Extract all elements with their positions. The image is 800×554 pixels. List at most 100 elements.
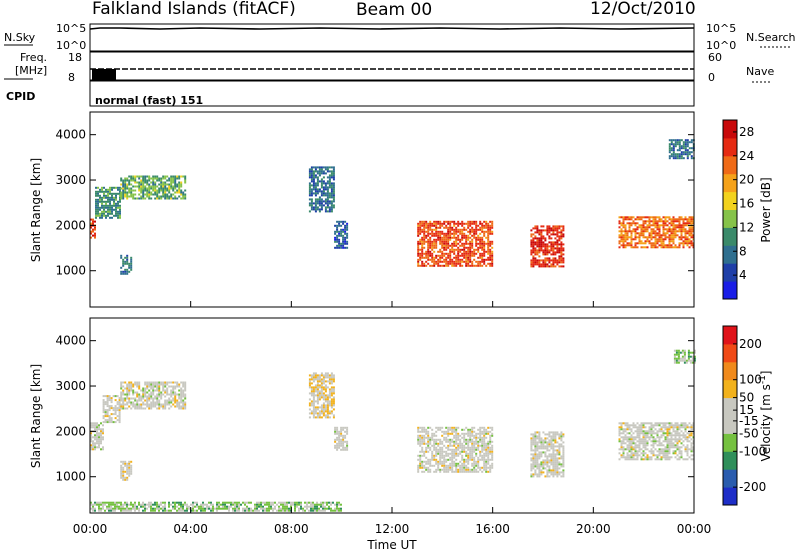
heatmap-cell (634, 224, 637, 227)
heatmap-cell (449, 236, 452, 239)
heatmap-cell (620, 236, 623, 239)
heatmap-cell (467, 442, 470, 445)
heatmap-cell (451, 428, 454, 431)
heatmap-cell (552, 261, 555, 264)
heatmap-cell (688, 242, 691, 245)
heatmap-cell (312, 178, 315, 181)
heatmap-cell (688, 434, 691, 437)
heatmap-cell (680, 456, 683, 459)
heatmap-cell (491, 426, 494, 429)
heatmap-cell (536, 465, 539, 468)
heatmap-cell (130, 407, 133, 410)
heatmap-cell (108, 419, 111, 422)
heatmap-cell (676, 149, 679, 152)
heatmap-cell (429, 244, 432, 247)
heatmap-cell (640, 234, 643, 237)
heatmap-cell (463, 466, 466, 469)
heatmap-cell (544, 445, 547, 448)
heatmap-cell (656, 246, 659, 249)
heatmap-cell (447, 240, 450, 243)
heatmap-cell (322, 182, 325, 185)
heatmap-cell (342, 428, 345, 431)
heatmap-cell (425, 256, 428, 259)
heatmap-cell (316, 208, 319, 211)
heatmap-cell (481, 224, 484, 227)
heatmap-cell (118, 409, 121, 412)
heatmap-cell (678, 246, 681, 249)
heatmap-cell (316, 394, 319, 397)
beam-title: Beam 00 (356, 0, 432, 20)
heatmap-cell (534, 437, 537, 440)
heatmap-cell (560, 465, 563, 468)
heatmap-cell (690, 434, 693, 437)
heatmap-cell (204, 507, 206, 510)
heatmap-cell (421, 460, 424, 463)
heatmap-cell (421, 466, 424, 469)
heatmap-cell (491, 434, 494, 437)
heatmap-cell (95, 186, 97, 189)
heatmap-cell (672, 145, 675, 148)
heatmap-cell (676, 424, 679, 427)
heatmap-cell (90, 230, 92, 233)
heatmap-cell (540, 463, 543, 466)
heatmap-cell (222, 505, 224, 508)
heatmap-cell (246, 501, 248, 504)
heatmap-cell (630, 224, 633, 227)
heatmap-cell (425, 264, 428, 267)
heatmap-cell (160, 397, 163, 400)
heatmap-cell (126, 403, 129, 406)
heatmap-cell (427, 224, 430, 227)
heatmap-cell (330, 186, 333, 189)
heatmap-cell (459, 446, 462, 449)
heatmap-cell (312, 410, 315, 413)
heatmap-cell (150, 187, 153, 190)
heatmap-cell (437, 258, 440, 261)
heatmap-cell (136, 381, 139, 384)
heatmap-cell (469, 244, 472, 247)
heatmap-cell (182, 381, 185, 384)
heatmap-cell (332, 182, 335, 185)
heatmap-cell (546, 445, 549, 448)
heatmap-cell (312, 503, 314, 506)
heatmap-cell (658, 240, 661, 243)
heatmap-cell (690, 222, 693, 225)
heatmap-cell (312, 192, 315, 195)
heatmap-cell (338, 430, 341, 433)
heatmap-cell (130, 507, 132, 510)
heatmap-cell (102, 403, 105, 406)
heatmap-cell (680, 155, 683, 158)
heatmap-cell (664, 236, 667, 239)
heatmap-cell (178, 401, 181, 404)
heatmap-cell (423, 220, 426, 223)
heatmap-cell (453, 426, 456, 429)
heatmap-cell (449, 260, 452, 263)
heatmap-cell (441, 464, 444, 467)
heatmap-cell (656, 238, 659, 241)
heatmap-cell (128, 401, 131, 404)
heatmap-cell (328, 416, 331, 419)
heatmap-cell (650, 424, 653, 427)
heatmap-cell (620, 244, 623, 247)
heatmap-cell (620, 444, 623, 447)
heatmap-cell (624, 448, 627, 451)
heatmap-cell (162, 403, 165, 406)
heatmap-cell (92, 503, 94, 506)
heatmap-cell (638, 236, 641, 239)
heatmap-cell (670, 244, 673, 247)
heatmap-cell (475, 242, 478, 245)
heatmap-cell (124, 403, 127, 406)
heatmap-cell (489, 468, 492, 471)
heatmap-cell (110, 421, 113, 424)
heatmap-cell (150, 505, 152, 508)
heatmap-cell (538, 241, 541, 244)
heatmap-cell (562, 459, 565, 462)
heatmap-cell (668, 244, 671, 247)
heatmap-cell (152, 387, 155, 390)
heatmap-cell (122, 468, 125, 471)
heatmap-cell (164, 389, 167, 392)
heatmap-cell (630, 442, 633, 445)
heatmap-cell (330, 404, 333, 407)
heatmap-cell (650, 448, 653, 451)
heatmap-cell (634, 450, 637, 453)
heatmap-cell (465, 432, 468, 435)
